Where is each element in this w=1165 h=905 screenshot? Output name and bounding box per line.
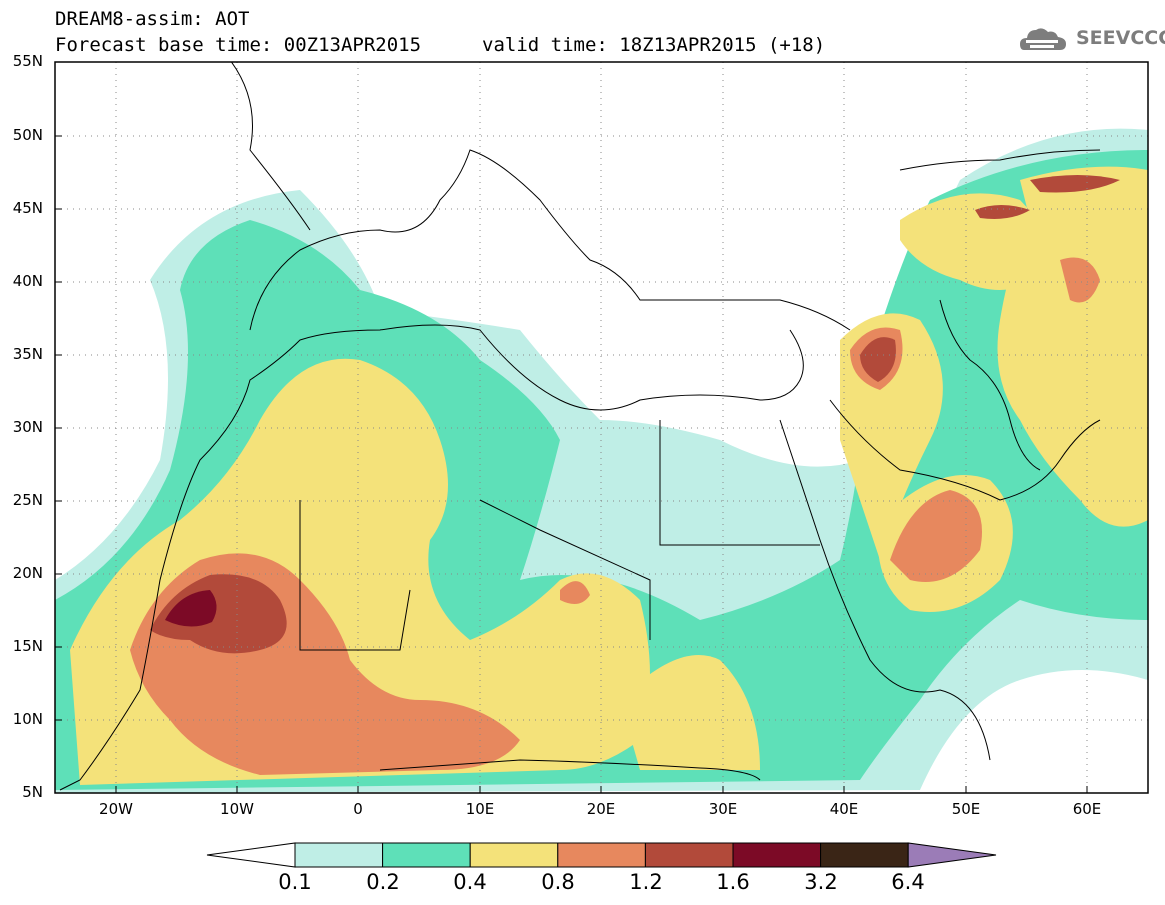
lat-label: 25N — [12, 491, 43, 509]
forecast-base-time: Forecast base time: 00Z13APR2015 — [55, 34, 422, 56]
lat-label: 55N — [12, 52, 43, 70]
lon-label: 0 — [353, 800, 363, 818]
lon-label: 10E — [465, 800, 495, 818]
colorbar-label: 0.2 — [366, 870, 400, 894]
colorbar-label: 0.4 — [453, 870, 487, 894]
colorbar-label: 1.2 — [629, 870, 663, 894]
lon-label: 20E — [586, 800, 616, 818]
aot-level-1-2 — [150, 175, 1120, 654]
lon-label: 50E — [951, 800, 981, 818]
colorbar-label: 0.8 — [541, 870, 575, 894]
lat-label: 20N — [12, 564, 43, 582]
lat-label: 40N — [12, 272, 43, 290]
lat-label: 45N — [12, 199, 43, 217]
lon-label: 30E — [708, 800, 738, 818]
colorbar-label: 1.6 — [716, 870, 750, 894]
lon-label: 20W — [99, 800, 133, 818]
graticule — [55, 62, 1148, 793]
coastlines — [59, 62, 1101, 791]
ticks — [55, 135, 1088, 793]
chart-title: DREAM8-assim: AOT — [55, 8, 250, 30]
valid-time: valid time: 18Z13APR2015 (+18) — [482, 34, 826, 56]
lat-label: 15N — [12, 637, 43, 655]
aot-level-1-6 — [165, 590, 217, 627]
lon-label: 10W — [220, 800, 254, 818]
colorbar-label: 3.2 — [804, 870, 838, 894]
colorbar-label: 6.4 — [891, 870, 925, 894]
cloud-icon — [1020, 28, 1066, 50]
colorbar-label: 0.1 — [278, 870, 312, 894]
lat-label: 35N — [12, 345, 43, 363]
lat-label: 30N — [12, 418, 43, 436]
aot-fields — [55, 62, 1148, 793]
lon-label: 40E — [829, 800, 859, 818]
lon-label: 60E — [1072, 800, 1102, 818]
lat-label: 10N — [12, 710, 43, 728]
lat-label: 50N — [12, 126, 43, 144]
logo-text: SEEVCCC — [1076, 27, 1165, 49]
lat-label: 5N — [22, 783, 43, 801]
